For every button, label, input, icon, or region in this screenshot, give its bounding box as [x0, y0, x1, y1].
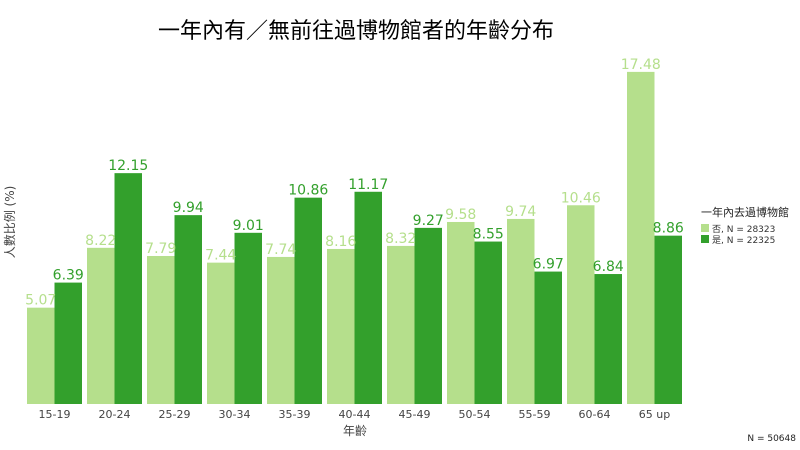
bar-yes-65-up [654, 235, 682, 404]
legend-label-yes: 是, N = 22325 [712, 235, 775, 246]
x-tick-label: 55-59 [519, 408, 551, 421]
data-label-no-30-34: 7.44 [205, 248, 236, 264]
bar-no-55-59 [507, 218, 535, 404]
x-tick-label: 50-54 [459, 408, 491, 421]
chart-title: 一年內有／無前往過博物館者的年齡分布 [158, 19, 554, 44]
data-label-yes-20-24: 12.15 [108, 158, 148, 174]
bar-no-30-34 [207, 262, 235, 404]
data-label-yes-50-54: 8.55 [473, 227, 504, 243]
data-label-yes-15-19: 6.39 [53, 268, 84, 284]
total-n-footnote: N = 50648 [747, 434, 796, 444]
bar-yes-55-59 [534, 271, 562, 404]
data-label-yes-60-64: 6.84 [593, 259, 624, 275]
x-tick-label: 40-44 [339, 408, 371, 421]
legend-label-no: 否, N = 28323 [712, 224, 775, 235]
bar-no-65-up [627, 71, 655, 404]
x-tick-label: 20-24 [99, 408, 131, 421]
bar-yes-35-39 [294, 197, 322, 404]
data-label-yes-40-44: 11.17 [348, 177, 388, 193]
legend-swatch-no [701, 224, 709, 232]
bar-yes-20-24 [114, 173, 142, 404]
data-label-yes-35-39: 10.86 [288, 183, 328, 199]
data-label-no-60-64: 10.46 [561, 190, 601, 206]
x-tick-label: 15-19 [39, 408, 71, 421]
bar-yes-50-54 [474, 241, 502, 404]
x-tick-label: 60-64 [579, 408, 611, 421]
bar-no-25-29 [147, 255, 175, 404]
x-tick-label: 45-49 [399, 408, 431, 421]
data-label-no-15-19: 5.07 [25, 293, 56, 309]
bar-no-60-64 [567, 205, 595, 404]
data-label-no-65-up: 17.48 [621, 57, 661, 73]
y-axis-label: 人數比例 (%) [3, 186, 17, 259]
bars-layer [27, 71, 682, 404]
bar-yes-15-19 [54, 282, 82, 404]
data-label-yes-45-49: 9.27 [413, 213, 444, 229]
bar-no-35-39 [267, 256, 295, 404]
x-tick-labels: 15-19 20-24 25-29 30-34 35-39 40-44 45-49 50-54… [39, 408, 671, 421]
data-label-no-45-49: 8.32 [385, 231, 416, 247]
x-tick-label: 65 up [639, 408, 670, 421]
data-label-no-50-54: 9.58 [445, 207, 476, 223]
bar-no-15-19 [27, 307, 55, 404]
data-label-yes-55-59: 6.97 [533, 257, 564, 273]
data-label-yes-30-34: 9.01 [233, 218, 264, 234]
bar-no-45-49 [387, 245, 415, 404]
x-tick-label: 30-34 [219, 408, 251, 421]
data-label-no-55-59: 9.74 [505, 204, 536, 220]
legend-swatch-yes [701, 235, 709, 243]
data-label-no-25-29: 7.79 [145, 241, 176, 257]
data-label-yes-65-up: 8.86 [653, 221, 684, 237]
data-label-no-40-44: 8.16 [325, 234, 356, 250]
bar-yes-40-44 [354, 191, 382, 404]
bar-yes-30-34 [234, 232, 262, 404]
bar-no-40-44 [327, 248, 355, 404]
legend: 一年內去過博物館 否, N = 28323 是, N = 22325 [701, 205, 789, 246]
data-label-no-35-39: 7.74 [265, 242, 296, 258]
x-tick-label: 25-29 [159, 408, 191, 421]
bar-yes-25-29 [174, 215, 202, 404]
bar-no-20-24 [87, 247, 115, 404]
data-label-yes-25-29: 9.94 [173, 200, 204, 216]
x-tick-label: 35-39 [279, 408, 311, 421]
bar-yes-45-49 [414, 227, 442, 404]
bar-no-50-54 [447, 221, 475, 404]
legend-title: 一年內去過博物館 [701, 205, 789, 219]
data-label-no-20-24: 8.22 [85, 233, 116, 249]
data-labels-layer: 5.07 6.39 8.22 12.15 7.79 9.94 7.44 9.017.74 10.… [25, 57, 684, 309]
bar-yes-60-64 [594, 274, 622, 404]
x-axis-label: 年齡 [343, 424, 367, 438]
